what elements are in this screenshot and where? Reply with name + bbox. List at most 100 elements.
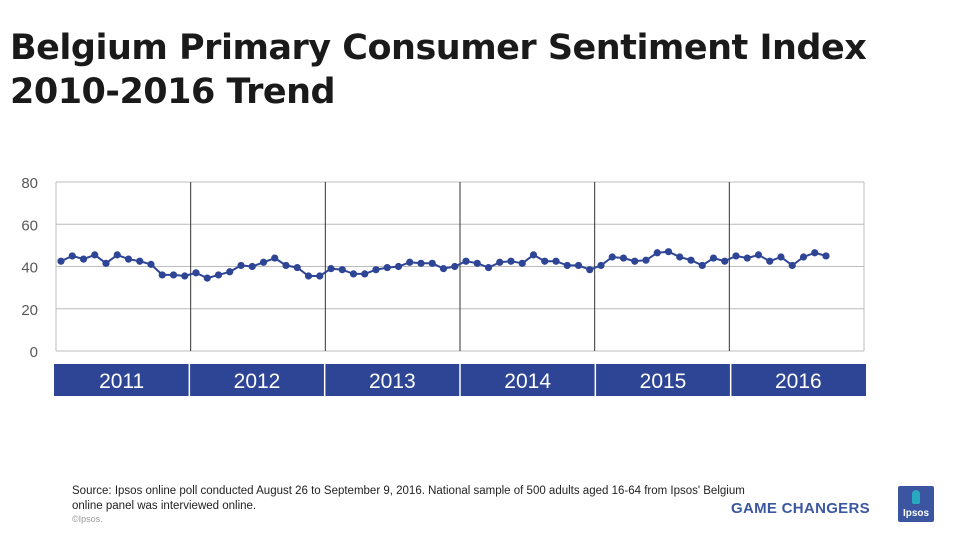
data-point xyxy=(136,257,144,265)
data-point xyxy=(428,259,436,267)
data-point xyxy=(811,249,819,257)
year-band: 2011 2012 2013 2014 2015 2016 xyxy=(54,364,866,396)
data-point xyxy=(158,271,166,279)
data-point xyxy=(361,270,369,278)
copyright: ©Ipsos. xyxy=(72,514,103,524)
data-point xyxy=(91,251,99,259)
data-point xyxy=(372,266,380,274)
data-point xyxy=(304,272,313,280)
data-point xyxy=(271,254,279,262)
data-point xyxy=(496,258,504,266)
data-point xyxy=(754,251,763,259)
source-note: Source: Ipsos online poll conducted Augu… xyxy=(72,485,745,512)
y-tick-label: 20 xyxy=(21,302,38,319)
data-point xyxy=(327,265,335,273)
year-cell xyxy=(324,364,460,396)
data-point xyxy=(349,270,358,278)
data-point xyxy=(709,254,718,262)
data-point xyxy=(293,263,301,272)
year-label: 2013 xyxy=(369,370,416,393)
data-point xyxy=(597,261,605,270)
year-label: 2015 xyxy=(640,370,687,393)
logo-mark-icon xyxy=(912,490,920,504)
y-tick-label: 60 xyxy=(21,217,38,234)
data-point xyxy=(642,256,650,264)
y-tick-label: 0 xyxy=(30,344,38,361)
data-point xyxy=(788,261,796,270)
y-tick-label: 40 xyxy=(21,260,38,277)
data-point xyxy=(383,263,391,272)
year-cell xyxy=(460,364,596,396)
title-line-1: Belgium Primary Consumer Sentiment Index xyxy=(10,28,867,68)
data-point xyxy=(203,274,211,282)
year-separators xyxy=(190,182,730,351)
data-point xyxy=(799,253,808,261)
data-point xyxy=(473,259,481,267)
data-point xyxy=(68,252,76,260)
year-cell xyxy=(189,364,325,396)
data-point xyxy=(316,272,324,280)
data-point xyxy=(417,259,425,267)
tagline: GAME CHANGERS xyxy=(731,500,870,517)
data-point xyxy=(743,254,751,262)
year-cell xyxy=(730,364,866,396)
data-point xyxy=(574,261,583,270)
data-point xyxy=(698,261,706,270)
data-point xyxy=(619,254,628,262)
data-point xyxy=(529,251,538,259)
year-label: 2014 xyxy=(504,370,551,393)
data-point xyxy=(586,266,594,274)
data-point xyxy=(259,258,268,266)
data-point xyxy=(79,255,88,263)
year-label: 2012 xyxy=(234,370,281,393)
logo-text: Ipsos xyxy=(902,508,930,519)
data-point xyxy=(676,253,684,261)
y-axis-ticks: 0 20 40 60 80 xyxy=(21,175,38,361)
data-point xyxy=(518,259,526,267)
year-label: 2011 xyxy=(99,370,144,393)
data-point xyxy=(282,261,290,270)
data-point xyxy=(777,253,785,261)
year-label: 2016 xyxy=(775,370,822,393)
series-layer xyxy=(57,248,830,282)
data-point xyxy=(484,263,493,272)
data-point xyxy=(608,253,616,261)
y-tick-label: 80 xyxy=(21,175,38,192)
data-point xyxy=(732,252,740,260)
data-point xyxy=(664,248,673,256)
data-point xyxy=(192,269,200,277)
data-point xyxy=(237,261,245,270)
data-point xyxy=(248,262,256,271)
ipsos-logo: Ipsos xyxy=(898,486,934,522)
data-point xyxy=(113,251,121,259)
data-point xyxy=(102,259,110,267)
year-cell xyxy=(54,364,190,396)
data-point xyxy=(687,256,695,264)
data-point xyxy=(766,257,774,265)
data-point xyxy=(169,271,178,279)
data-point xyxy=(462,257,470,265)
data-point xyxy=(124,255,133,263)
data-point xyxy=(147,260,155,268)
data-point xyxy=(439,265,448,273)
data-point xyxy=(541,257,549,265)
data-point xyxy=(394,262,403,271)
data-point xyxy=(57,257,65,265)
data-point xyxy=(822,252,830,260)
page-title: Belgium Primary Consumer Sentiment Index… xyxy=(10,26,910,114)
title-line-2: 2010-2016 Trend xyxy=(10,72,336,112)
data-point xyxy=(214,271,223,279)
data-point xyxy=(451,262,459,271)
year-cell xyxy=(595,364,731,396)
data-point xyxy=(226,268,234,276)
data-point xyxy=(631,257,639,265)
data-point xyxy=(653,249,661,257)
data-point xyxy=(552,257,560,265)
data-point xyxy=(338,266,346,274)
data-point xyxy=(563,261,571,270)
data-point xyxy=(406,258,414,266)
data-point xyxy=(721,257,729,265)
data-point xyxy=(507,257,515,265)
data-point xyxy=(181,272,189,280)
